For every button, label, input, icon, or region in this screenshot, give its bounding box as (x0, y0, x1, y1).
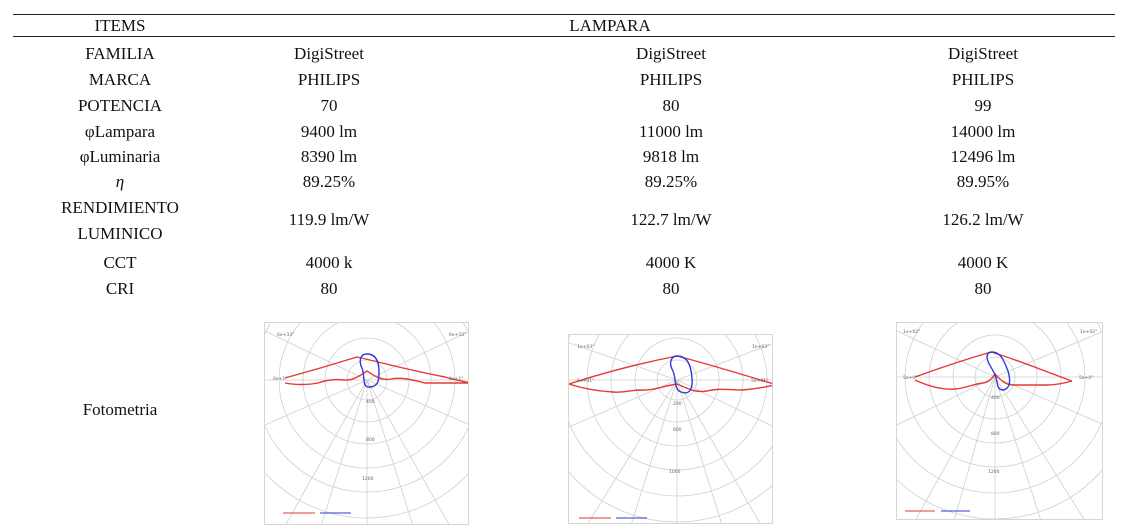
eficiencia-70w: 89.25% (302, 172, 356, 191)
items-header: ITEMS (94, 16, 146, 35)
flujo-lampara-99w: 14000 lm (950, 122, 1016, 141)
svg-text:5e+0°: 5e+0° (1079, 375, 1094, 381)
lampara-header: LAMPARA (569, 16, 651, 35)
cri-80w: 80 (662, 279, 680, 298)
svg-text:5e+0°: 5e+0° (903, 375, 918, 381)
red-photometric-curve-70w (284, 356, 468, 386)
svg-text:1e+02°: 1e+02° (1080, 329, 1097, 335)
blue-photometric-curve-80w (669, 355, 693, 394)
svg-text:1000: 1000 (669, 469, 681, 475)
blue-photometric-curve-70w (359, 353, 380, 388)
marca-70w: PHILIPS (297, 70, 361, 89)
row-label-cri: CRI (105, 279, 135, 298)
cct-70w: 4000 k (305, 253, 353, 272)
table-top-rule (13, 14, 1115, 15)
row-label-familia: FAMILIA (85, 44, 155, 63)
row-label-eficiencia: η (115, 172, 125, 191)
cct-99w: 4000 K (957, 253, 1009, 272)
row-label-marca: MARCA (88, 70, 152, 89)
photometry-diagram-70w: 6e+33° 6e+33° 0e+1° 0e+1° 400 800 1200 (264, 322, 469, 525)
rendimiento-99w: 126.2 lm/W (942, 210, 1024, 229)
flujo-lampara-70w: 9400 lm (300, 122, 358, 141)
cct-80w: 4000 K (645, 253, 697, 272)
rendimiento-70w: 119.9 lm/W (288, 210, 370, 229)
flujo-luminaria-80w: 9818 lm (642, 147, 700, 166)
row-label-flujo-luminaria: φLuminaria (79, 147, 161, 166)
svg-text:5e+01°: 5e+01° (577, 378, 594, 384)
marca-99w: PHILIPS (951, 70, 1015, 89)
svg-text:1200: 1200 (988, 469, 1000, 475)
row-label-cct: CCT (103, 253, 137, 272)
svg-text:400: 400 (991, 395, 1000, 401)
svg-text:6e+33°: 6e+33° (449, 332, 466, 338)
familia-99w: DigiStreet (948, 44, 1018, 63)
row-label-potencia: POTENCIA (77, 96, 163, 115)
svg-text:0e+1°: 0e+1° (449, 376, 464, 382)
flujo-lampara-80w: 11000 lm (638, 122, 704, 141)
potencia-70w: 70 (320, 96, 338, 115)
row-label-fotometria: Fotometria (82, 400, 158, 419)
cri-99w: 80 (974, 279, 992, 298)
eficiencia-80w: 89.25% (644, 172, 698, 191)
svg-text:600: 600 (673, 427, 682, 433)
flujo-luminaria-99w: 12496 lm (950, 147, 1016, 166)
photometry-diagram-80w: 1e+03° 1e+03° 5e+01° 5e+01° 200 600 1000 (568, 334, 773, 524)
photometry-diagram-99w: 1e+02° 1e+02° 5e+0° 5e+0° 400 800 1200 (896, 322, 1103, 520)
flujo-luminaria-70w: 8390 lm (300, 147, 358, 166)
svg-text:5e+01°: 5e+01° (751, 378, 768, 384)
potencia-80w: 80 (662, 96, 680, 115)
potencia-99w: 99 (974, 96, 992, 115)
svg-text:800: 800 (991, 431, 1000, 437)
svg-text:1e+03°: 1e+03° (752, 344, 769, 350)
row-label-flujo-lampara: φLampara (84, 122, 156, 141)
svg-text:800: 800 (366, 437, 375, 443)
svg-text:400: 400 (366, 399, 375, 405)
svg-text:1200: 1200 (362, 476, 374, 482)
svg-text:0e+1°: 0e+1° (273, 376, 288, 382)
row-label-rendimiento: RENDIMIENTO (61, 198, 179, 217)
familia-70w: DigiStreet (294, 44, 364, 63)
marca-80w: PHILIPS (639, 70, 703, 89)
familia-80w: DigiStreet (636, 44, 706, 63)
cri-70w: 80 (320, 279, 338, 298)
rendimiento-80w: 122.7 lm/W (630, 210, 712, 229)
svg-text:1e+02°: 1e+02° (903, 329, 920, 335)
svg-text:1e+03°: 1e+03° (577, 344, 594, 350)
blue-photometric-curve-99w (986, 351, 1011, 391)
svg-text:200: 200 (673, 401, 682, 407)
svg-text:6e+33°: 6e+33° (277, 332, 294, 338)
row-label-luminico: LUMINICO (77, 224, 163, 243)
eficiencia-99w: 89.95% (956, 172, 1010, 191)
table-header-rule (13, 36, 1115, 37)
